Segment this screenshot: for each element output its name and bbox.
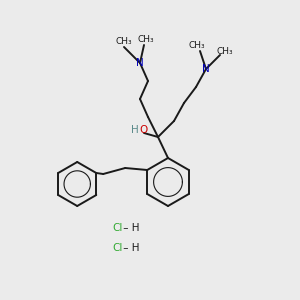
Text: Cl: Cl (113, 243, 123, 253)
Text: – H: – H (120, 223, 140, 233)
Text: CH₃: CH₃ (116, 38, 132, 46)
Text: – H: – H (120, 243, 140, 253)
Text: CH₃: CH₃ (189, 41, 205, 50)
Text: CH₃: CH₃ (217, 46, 233, 56)
Text: Cl: Cl (113, 223, 123, 233)
Text: CH₃: CH₃ (138, 35, 154, 44)
Text: O: O (139, 125, 147, 135)
Text: N: N (202, 64, 210, 74)
Text: N: N (136, 58, 144, 68)
Text: H: H (131, 125, 139, 135)
